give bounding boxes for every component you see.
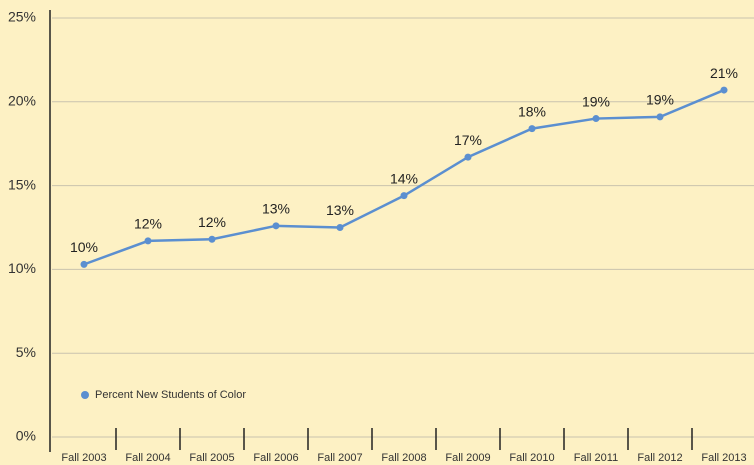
x-tick-label: Fall 2003 [61,452,106,464]
legend-marker [81,391,89,399]
data-label: 13% [262,201,290,217]
y-tick-label: 5% [16,344,36,360]
point [720,86,728,94]
point [336,224,344,231]
x-tick-label: Fall 2010 [509,452,554,464]
y-tick-label: 0% [16,428,36,444]
point [208,235,216,243]
x-tick-label: Fall 2007 [317,452,362,464]
data-label: 14% [390,170,418,186]
x-tick-label: Fall 2012 [637,452,682,464]
x-tick-label: Fall 2009 [445,452,490,464]
y-tick-label: 15% [8,176,36,192]
data-label: 13% [326,202,354,218]
data-label: 19% [582,93,610,109]
x-tick-label: Fall 2008 [381,452,426,464]
x-tick-label: Fall 2011 [574,452,618,464]
y-tick-label: 25% [8,9,36,25]
data-label: 12% [198,214,226,230]
data-label: 21% [710,65,738,81]
data-label: 18% [518,103,546,119]
point [592,115,600,123]
data-label: 10% [70,239,98,255]
legend-label: Percent New Students of Color [95,389,246,401]
y-tick-label: 10% [8,260,36,276]
x-tick-label: Fall 2005 [189,452,234,464]
data-label: 12% [134,216,162,232]
y-tick-label: 20% [8,93,36,109]
data-label: 19% [646,92,674,108]
point [80,260,88,268]
x-tick-label: Fall 2006 [253,452,298,464]
point [528,125,536,133]
x-tick-label: Fall 2013 [701,452,746,464]
point [272,222,280,230]
data-label: 17% [454,132,482,148]
point [400,192,408,200]
x-tick-label: Fall 2004 [125,452,170,464]
point [144,237,152,245]
point [656,113,664,121]
point [464,153,472,161]
